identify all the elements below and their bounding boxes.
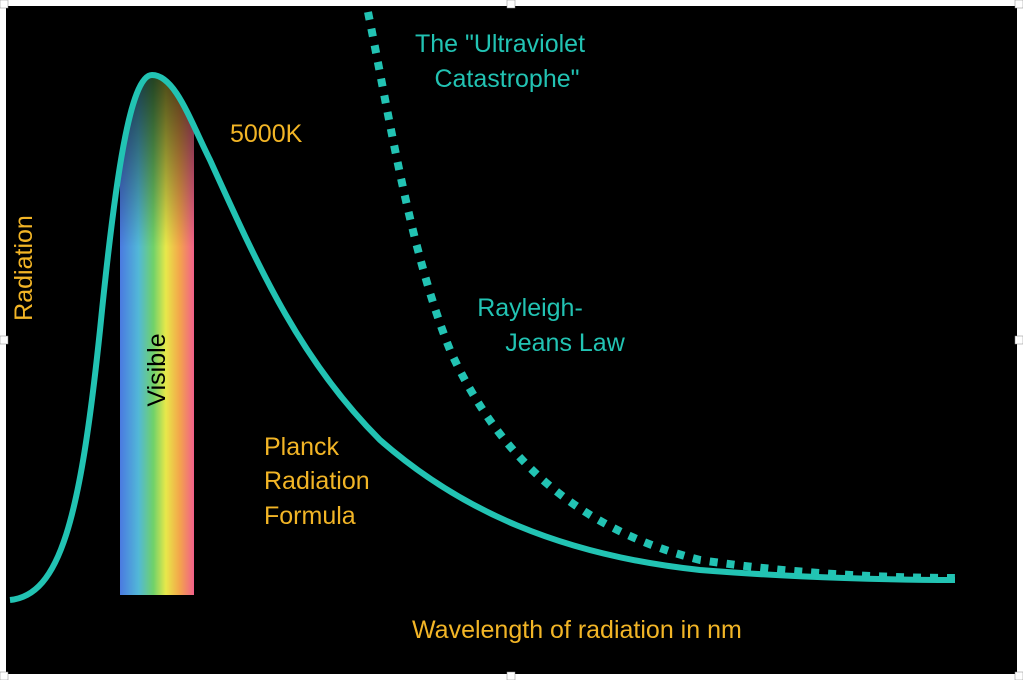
- planck-curve: [9, 71, 956, 603]
- visible-band: [120, 75, 194, 595]
- rayleigh-jeans-label: Rayleigh-: [477, 294, 583, 322]
- planck-label: Planck: [264, 433, 340, 461]
- temperature-label: 5000K: [230, 120, 303, 148]
- y-axis-label: Radiation: [10, 215, 38, 321]
- ultraviolet-label: The "Ultraviolet: [415, 30, 585, 58]
- planck-label: Radiation: [264, 467, 370, 495]
- rayleigh-jeans-label: Jeans Law: [505, 329, 625, 357]
- ultraviolet-label: Catastrophe": [434, 65, 579, 93]
- planck-label: Formula: [264, 502, 356, 530]
- rayleigh-jeans-curve: [364, 11, 956, 582]
- visible-label: Visible: [143, 333, 171, 406]
- x-axis-label: Wavelength of radiation in nm: [412, 616, 742, 644]
